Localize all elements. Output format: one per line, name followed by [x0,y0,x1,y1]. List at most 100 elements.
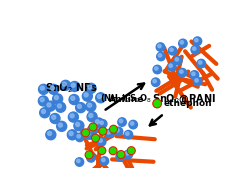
Text: SnO$_2$ NPs: SnO$_2$ NPs [45,81,98,95]
Circle shape [84,93,88,97]
Circle shape [83,130,88,136]
Circle shape [69,81,80,91]
Circle shape [71,96,75,100]
Circle shape [50,86,54,90]
Circle shape [86,101,96,112]
Circle shape [197,59,206,68]
Circle shape [88,103,92,107]
Circle shape [94,118,104,128]
Circle shape [126,132,129,135]
Circle shape [109,147,117,155]
Circle shape [157,52,165,61]
Circle shape [52,115,56,119]
Circle shape [99,139,102,142]
Circle shape [152,78,160,87]
Circle shape [99,148,105,153]
Circle shape [82,129,90,137]
Circle shape [100,121,103,125]
Circle shape [116,129,119,132]
Circle shape [77,135,80,138]
Circle shape [40,98,44,102]
Circle shape [98,120,107,128]
Circle shape [45,101,55,111]
Circle shape [118,118,126,126]
Circle shape [87,154,95,162]
Circle shape [89,114,93,118]
Text: SnO$_2$@PANI: SnO$_2$@PANI [152,92,216,105]
Circle shape [153,99,161,108]
Circle shape [119,119,123,123]
Circle shape [105,129,114,138]
Circle shape [38,84,49,94]
Circle shape [71,83,75,87]
Circle shape [98,147,106,154]
Text: Aniline: Aniline [109,95,144,104]
Circle shape [175,58,179,61]
Circle shape [193,77,202,86]
Circle shape [69,132,73,136]
Circle shape [49,84,59,94]
Circle shape [153,65,161,74]
Circle shape [41,109,45,113]
Circle shape [90,124,96,130]
Circle shape [89,123,97,131]
Circle shape [95,120,99,124]
Circle shape [46,130,56,140]
Circle shape [110,148,116,153]
Circle shape [88,155,92,159]
Circle shape [86,152,92,158]
Circle shape [118,154,121,157]
Circle shape [124,130,133,139]
Circle shape [87,132,90,136]
Circle shape [110,125,117,133]
Circle shape [169,64,172,67]
Circle shape [116,153,124,161]
Circle shape [193,37,202,45]
Circle shape [130,122,134,125]
Circle shape [53,94,63,104]
Circle shape [195,38,198,42]
Circle shape [198,61,202,64]
Circle shape [178,68,187,77]
Circle shape [82,91,92,101]
Circle shape [48,132,52,136]
Circle shape [70,114,74,118]
Circle shape [92,134,99,142]
Circle shape [168,46,177,55]
Circle shape [158,54,162,57]
Circle shape [168,63,176,71]
Circle shape [191,46,199,54]
Circle shape [158,44,161,48]
Circle shape [68,112,78,122]
Circle shape [54,96,58,100]
Circle shape [124,150,133,159]
Circle shape [77,104,81,108]
Circle shape [76,133,84,142]
Circle shape [174,56,182,65]
Circle shape [38,96,48,106]
Circle shape [99,127,107,135]
Text: ethephon: ethephon [163,99,212,108]
Circle shape [40,108,50,118]
Circle shape [195,79,198,82]
Circle shape [170,48,173,51]
Circle shape [97,94,101,98]
Circle shape [125,152,129,155]
Circle shape [85,151,93,159]
Circle shape [76,103,86,113]
Circle shape [156,43,165,51]
Circle shape [192,47,196,50]
Circle shape [100,128,106,134]
Circle shape [111,126,116,132]
Circle shape [69,94,79,105]
Circle shape [75,158,84,166]
Circle shape [114,127,123,136]
Circle shape [192,72,195,76]
Circle shape [88,125,97,135]
Circle shape [61,80,71,90]
Circle shape [67,130,77,140]
Circle shape [74,121,84,131]
Circle shape [180,70,183,73]
Circle shape [180,41,184,44]
Circle shape [97,138,106,146]
